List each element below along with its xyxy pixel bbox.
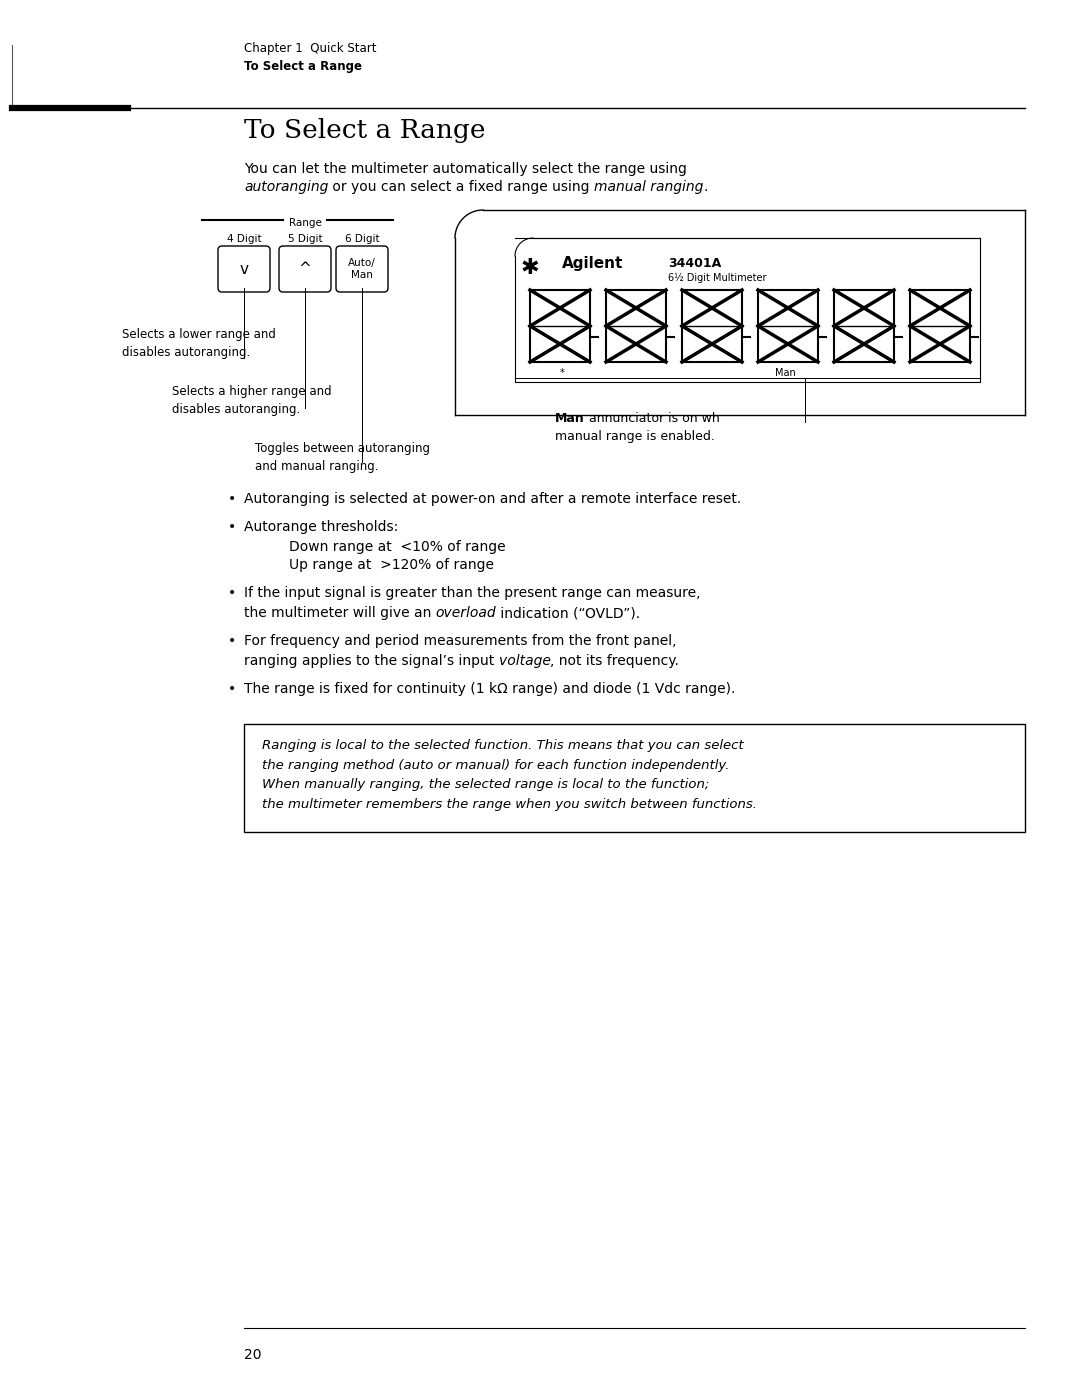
- Text: *: *: [561, 367, 565, 379]
- Text: the multimeter will give an: the multimeter will give an: [244, 606, 435, 620]
- Text: Selects a higher range and: Selects a higher range and: [172, 386, 332, 398]
- Text: To Select a Range: To Select a Range: [244, 117, 486, 142]
- Bar: [910, 291, 970, 362]
- Text: disables autoranging.: disables autoranging.: [122, 346, 251, 359]
- Text: .: .: [704, 180, 708, 194]
- Text: You can let the multimeter automatically select the range using: You can let the multimeter automatically…: [244, 162, 687, 176]
- Text: manual ranging: manual ranging: [594, 180, 704, 194]
- Text: Agilent: Agilent: [562, 256, 623, 271]
- Text: •: •: [228, 520, 237, 534]
- Text: or you can select a fixed range using: or you can select a fixed range using: [328, 180, 594, 194]
- Text: 6 Digit: 6 Digit: [345, 235, 379, 244]
- Text: •: •: [228, 634, 237, 648]
- Text: Autoranging is selected at power-on and after a remote interface reset.: Autoranging is selected at power-on and …: [244, 492, 741, 506]
- Text: annunciator is on wh: annunciator is on wh: [584, 412, 719, 425]
- Text: Autorange thresholds:: Autorange thresholds:: [244, 520, 399, 534]
- Text: ^: ^: [299, 261, 311, 277]
- Bar: [681, 291, 742, 362]
- FancyBboxPatch shape: [279, 246, 330, 292]
- Text: Range: Range: [288, 218, 322, 228]
- Text: Selects a lower range and: Selects a lower range and: [122, 328, 275, 341]
- Text: v: v: [240, 261, 248, 277]
- Text: Up range at  >120% of range: Up range at >120% of range: [289, 557, 494, 571]
- Text: autoranging: autoranging: [244, 180, 328, 194]
- Text: Down range at  <10% of range: Down range at <10% of range: [289, 541, 505, 555]
- Text: and manual ranging.: and manual ranging.: [255, 460, 378, 474]
- Text: the ranging method (auto or manual) for each function independently.: the ranging method (auto or manual) for …: [262, 759, 729, 771]
- Text: The range is fixed for continuity (1 kΩ range) and diode (1 Vdc range).: The range is fixed for continuity (1 kΩ …: [244, 682, 735, 696]
- Bar: [758, 291, 818, 362]
- Text: •: •: [228, 682, 237, 696]
- Text: Auto/
Man: Auto/ Man: [348, 258, 376, 279]
- Bar: [834, 291, 894, 362]
- Text: Toggles between autoranging: Toggles between autoranging: [255, 441, 430, 455]
- Text: Man: Man: [555, 412, 584, 425]
- Text: voltage: voltage: [499, 654, 551, 668]
- Text: 20: 20: [244, 1348, 261, 1362]
- Text: indication (“OVLD”).: indication (“OVLD”).: [497, 606, 640, 620]
- Text: 34401A: 34401A: [669, 257, 721, 270]
- Text: Ranging is local to the selected function. This means that you can select: Ranging is local to the selected functio…: [262, 739, 744, 752]
- FancyBboxPatch shape: [218, 246, 270, 292]
- Text: the multimeter remembers the range when you switch between functions.: the multimeter remembers the range when …: [262, 798, 757, 810]
- Text: Man: Man: [775, 367, 796, 379]
- Text: disables autoranging.: disables autoranging.: [172, 402, 300, 416]
- Text: ✱: ✱: [521, 258, 539, 278]
- Text: manual range is enabled.: manual range is enabled.: [555, 430, 715, 443]
- Text: Chapter 1  Quick Start: Chapter 1 Quick Start: [244, 42, 377, 54]
- Text: For frequency and period measurements from the front panel,: For frequency and period measurements fr…: [244, 634, 676, 648]
- Text: 4 Digit: 4 Digit: [227, 235, 261, 244]
- Bar: [244, 724, 1025, 833]
- Text: 5 Digit: 5 Digit: [287, 235, 322, 244]
- FancyBboxPatch shape: [336, 246, 388, 292]
- Text: •: •: [228, 492, 237, 506]
- Text: If the input signal is greater than the present range can measure,: If the input signal is greater than the …: [244, 585, 701, 599]
- Text: When manually ranging, the selected range is local to the function;: When manually ranging, the selected rang…: [262, 778, 710, 791]
- Bar: [530, 291, 590, 362]
- Text: 6½ Digit Multimeter: 6½ Digit Multimeter: [669, 272, 767, 284]
- Text: To Select a Range: To Select a Range: [244, 60, 362, 73]
- Text: overload: overload: [435, 606, 497, 620]
- Text: •: •: [228, 585, 237, 599]
- Text: , not its frequency.: , not its frequency.: [551, 654, 679, 668]
- Text: ranging applies to the signal’s input: ranging applies to the signal’s input: [244, 654, 499, 668]
- Bar: [606, 291, 666, 362]
